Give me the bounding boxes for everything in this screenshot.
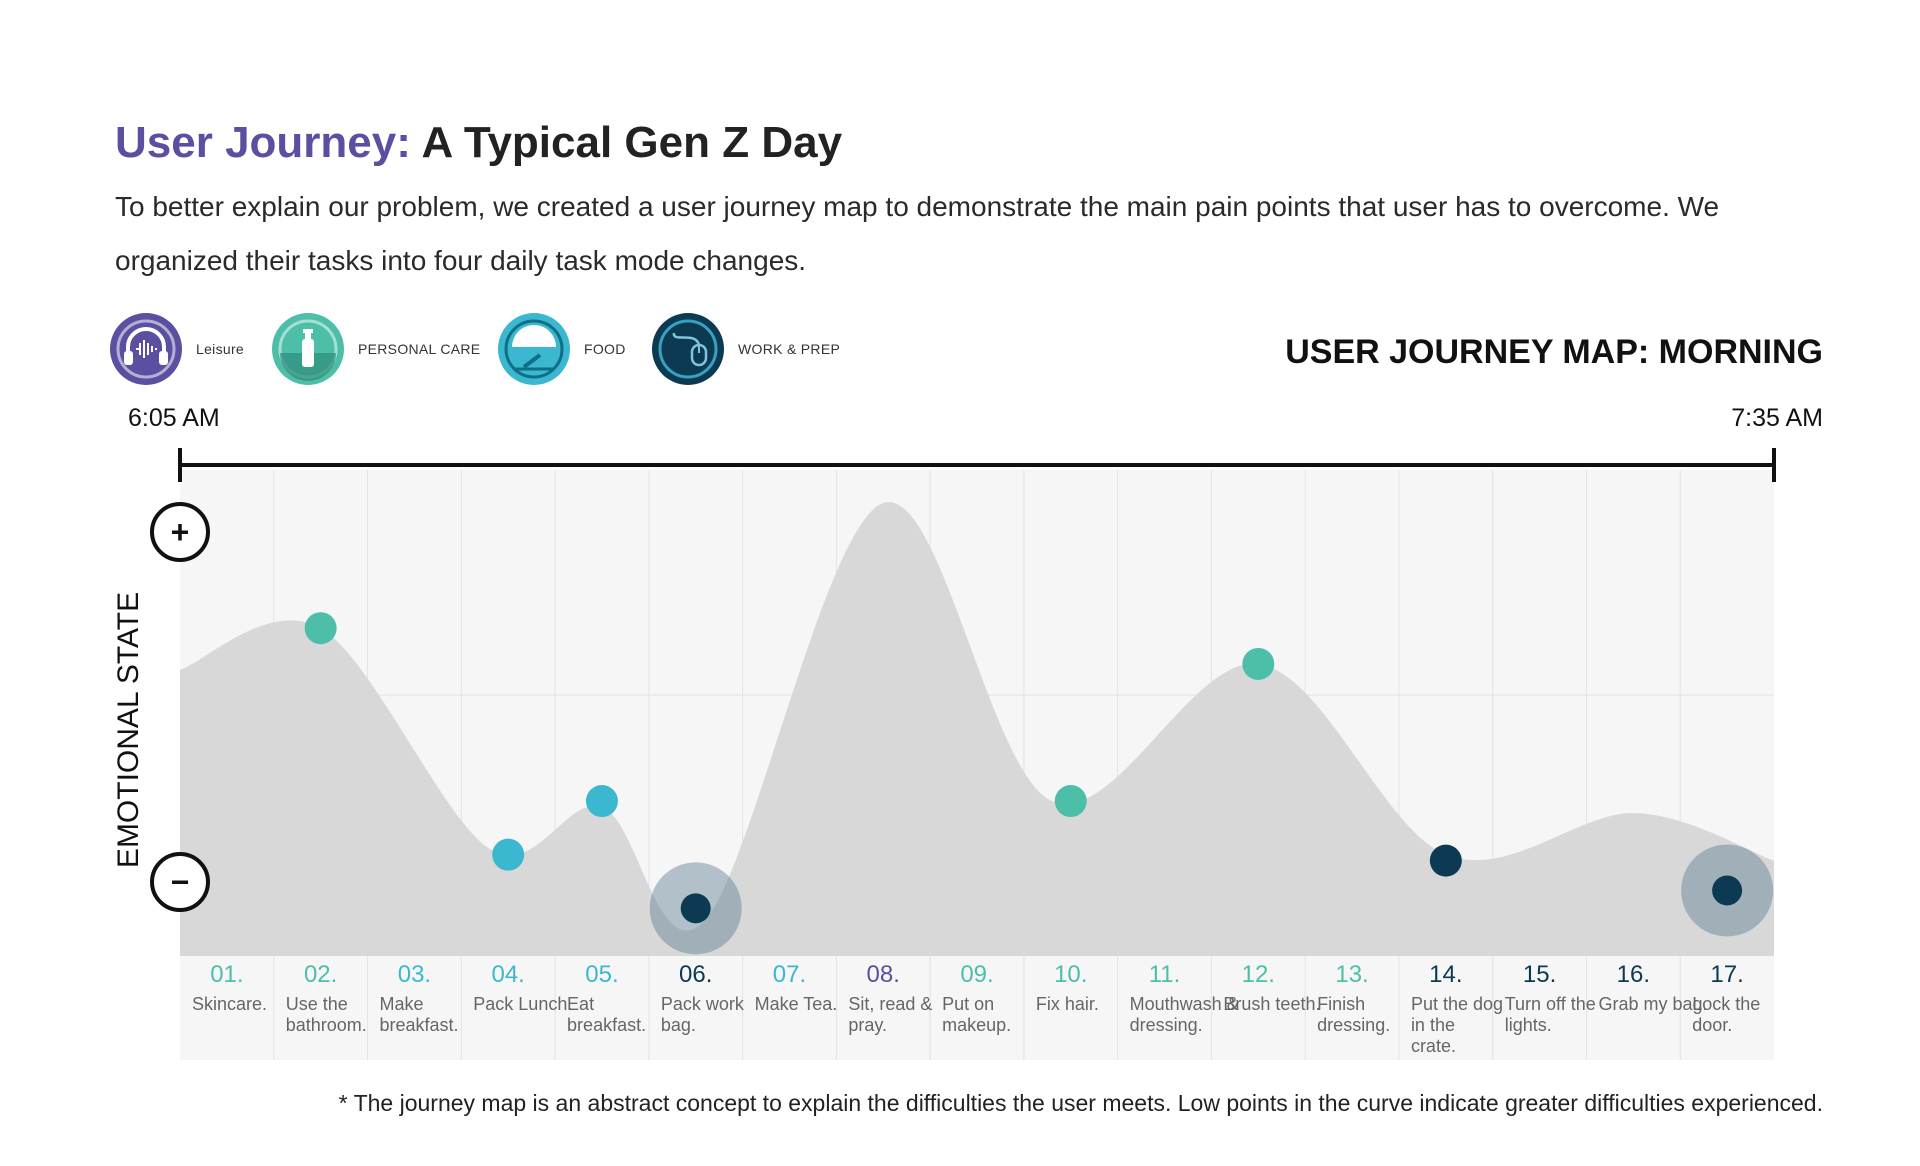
step-label-4: Pack Lunch. (473, 994, 572, 1014)
step-label-13: Finish dressing. (1317, 994, 1390, 1035)
headphones-icon (110, 313, 182, 385)
journey-point-17 (1712, 875, 1743, 906)
step-label-11: Mouthwash & dressing. (1130, 994, 1239, 1035)
step-number-17: 17. (1710, 961, 1743, 988)
positive-marker: + (150, 502, 210, 562)
step-number-15: 15. (1523, 961, 1556, 988)
y-axis-label: EMOTIONAL STATE (112, 592, 145, 868)
step-number-13: 13. (1335, 961, 1368, 988)
time-start: 6:05 AM (128, 404, 220, 432)
mouse-icon (652, 313, 724, 385)
legend-label: Leisure (196, 341, 245, 357)
step-label-16: Grab my bag. (1598, 994, 1707, 1014)
legend-work-prep: WORK & PREP (652, 313, 840, 385)
step-number-12: 12. (1242, 961, 1275, 988)
step-number-7: 07. (773, 961, 806, 988)
step-number-1: 01. (210, 961, 243, 988)
journey-point-2 (304, 612, 337, 645)
title-rest: A Typical Gen Z Day (421, 118, 843, 167)
legend-label: FOOD (584, 341, 626, 357)
footnote: * The journey map is an abstract concept… (338, 1090, 1823, 1116)
page-title: User Journey: A Typical Gen Z Day (115, 118, 842, 168)
legend-label: PERSONAL CARE (358, 341, 481, 357)
map-title: USER JOURNEY MAP: MORNING (1285, 333, 1823, 371)
step-label-7: Make Tea. (755, 994, 838, 1014)
step-number-11: 11. (1149, 961, 1181, 988)
step-label-9: Put on makeup. (942, 994, 1011, 1035)
step-number-5: 05. (585, 961, 618, 988)
step-label-1: Skincare. (192, 994, 267, 1014)
step-number-2: 02. (304, 961, 337, 988)
plate-icon (498, 313, 570, 385)
step-label-5: Eat breakfast. (567, 994, 646, 1035)
step-number-14: 14. (1429, 961, 1462, 988)
step-number-16: 16. (1617, 961, 1650, 988)
step-number-9: 09. (960, 961, 993, 988)
column-grid (273, 470, 1681, 1060)
legend-personal-care: PERSONAL CARE (272, 313, 480, 385)
spray-bottle-icon (272, 313, 344, 385)
step-label-14: Put the dog in the crate. (1411, 994, 1503, 1056)
title-accent: User Journey: (115, 118, 411, 167)
step-number-8: 08. (867, 961, 900, 988)
legend-label: WORK & PREP (738, 341, 841, 357)
journey-point-10 (1054, 785, 1087, 818)
step-number-4: 04. (491, 961, 524, 988)
time-end: 7:35 AM (1731, 404, 1823, 432)
step-label-12: Brush teeth. (1223, 994, 1320, 1014)
journey-point-14 (1429, 844, 1462, 877)
step-label-6: Pack work bag. (661, 994, 745, 1035)
step-label-3: Make breakfast. (380, 994, 459, 1035)
step-label-10: Fix hair. (1036, 994, 1099, 1014)
emotion-curve (180, 502, 1774, 956)
step-label-8: Sit, read & pray. (848, 994, 932, 1035)
timeline (178, 448, 1776, 482)
journey-point-6 (680, 893, 711, 924)
minus-symbol: − (171, 864, 190, 900)
journey-point-12 (1242, 647, 1275, 680)
step-label-17: Lock the door. (1692, 994, 1760, 1035)
intro-paragraph: To better explain our problem, we create… (115, 191, 1720, 276)
legend-leisure: Leisure (110, 313, 244, 385)
legend-food: FOOD (498, 313, 626, 385)
journey-point-4 (492, 838, 525, 871)
step-label-2: Use the bathroom. (286, 994, 367, 1035)
negative-marker: − (150, 852, 210, 912)
journey-point-5 (585, 785, 618, 818)
plus-symbol: + (171, 514, 190, 550)
step-number-3: 03. (398, 961, 431, 988)
step-number-6: 06. (679, 961, 712, 988)
step-label-15: Turn off the lights. (1505, 994, 1596, 1035)
step-number-10: 10. (1054, 961, 1087, 988)
